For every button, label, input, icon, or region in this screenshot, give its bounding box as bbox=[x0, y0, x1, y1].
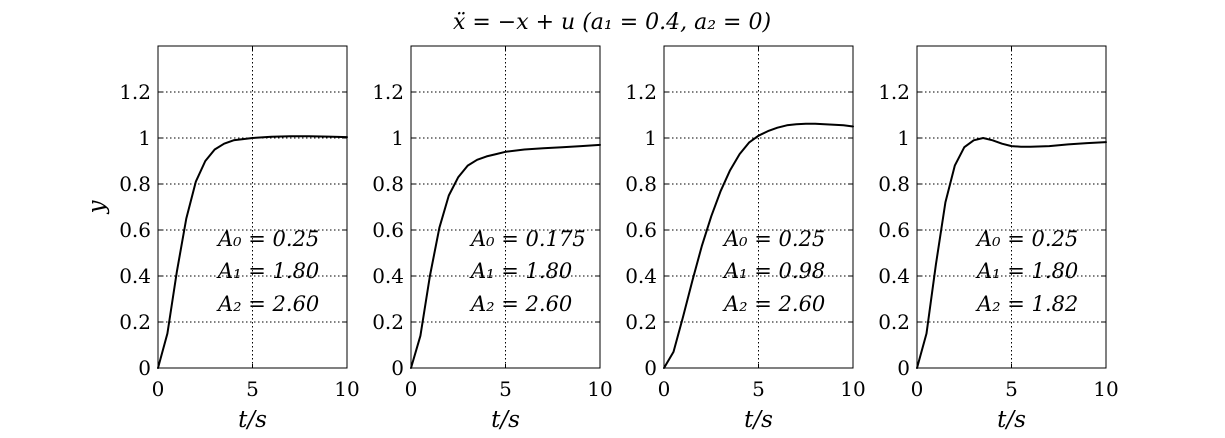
response-curve bbox=[410, 143, 601, 369]
y-tick-label: 0.8 bbox=[372, 172, 404, 196]
y-tick-label: 0 bbox=[897, 356, 910, 380]
x-tick-label: 0 bbox=[658, 377, 671, 401]
x-tick-label: 10 bbox=[840, 377, 865, 401]
x-tick-label: 0 bbox=[405, 377, 418, 401]
annotation-0: A₀ = 0.25 bbox=[216, 227, 319, 251]
x-axis-label: t/s bbox=[238, 407, 267, 433]
annotation-0: A₀ = 0.175 bbox=[469, 227, 586, 251]
annotation-2: A₂ = 2.60 bbox=[469, 292, 572, 316]
annotation-2: A₂ = 2.60 bbox=[216, 292, 319, 316]
y-tick-label: 0.8 bbox=[878, 172, 910, 196]
y-tick-label: 0.2 bbox=[625, 310, 657, 334]
x-axis-label: t/s bbox=[744, 407, 773, 433]
response-curve bbox=[663, 122, 854, 369]
y-tick-label: 1.2 bbox=[878, 80, 910, 104]
y-tick-label: 1.2 bbox=[372, 80, 404, 104]
y-tick-label: 0.6 bbox=[625, 218, 657, 242]
y-tick-label: 1.2 bbox=[625, 80, 657, 104]
y-tick-label: 0 bbox=[391, 356, 404, 380]
y-tick-label: 1 bbox=[138, 126, 151, 150]
x-axis-label: t/s bbox=[491, 407, 520, 433]
y-tick-label: 0.6 bbox=[878, 218, 910, 242]
annotation-1: A₁ = 1.80 bbox=[469, 259, 572, 283]
annotation-0: A₀ = 0.25 bbox=[722, 227, 825, 251]
x-tick-label: 5 bbox=[752, 377, 765, 401]
annotation-2: A₂ = 2.60 bbox=[722, 292, 825, 316]
x-tick-label: 10 bbox=[587, 377, 612, 401]
annotation-0: A₀ = 0.25 bbox=[975, 227, 1078, 251]
subplot-1: 0 0.2 0.4 0.6 0.8 1 1.2 0 5 10 t/s y A₀ = 0.25 A₁ = 1… bbox=[84, 45, 360, 433]
subplot-4: 0 0.2 0.4 0.6 0.8 1 1.2 0 5 10 t/s A₀ = 0.25 A₁ = 1.… bbox=[878, 45, 1119, 433]
subplot-2: 0 0.2 0.4 0.6 0.8 1 1.2 0 5 10 t/s A₀ = 0.175 A₁ = 1… bbox=[372, 45, 613, 433]
y-tick-label: 0.4 bbox=[372, 264, 404, 288]
figure-title: ẍ = −x + u (a₁ = 0.4, a₂ = 0) bbox=[453, 10, 771, 35]
annotation-1: A₁ = 0.98 bbox=[722, 259, 825, 283]
y-tick-label: 1 bbox=[644, 126, 657, 150]
y-tick-label: 1 bbox=[897, 126, 910, 150]
annotation-2: A₂ = 1.82 bbox=[975, 292, 1078, 316]
x-axis-label: t/s bbox=[997, 407, 1026, 433]
y-tick-label: 0.8 bbox=[625, 172, 657, 196]
x-tick-label: 10 bbox=[1093, 377, 1118, 401]
x-tick-label: 0 bbox=[911, 377, 924, 401]
x-tick-label: 5 bbox=[499, 377, 512, 401]
y-tick-label: 0.6 bbox=[372, 218, 404, 242]
subplot-3: 0 0.2 0.4 0.6 0.8 1 1.2 0 5 10 t/s A₀ = 0.25 A₁ = 0.… bbox=[625, 45, 866, 433]
x-tick-label: 5 bbox=[246, 377, 259, 401]
x-tick-label: 5 bbox=[1005, 377, 1018, 401]
y-tick-label: 0.4 bbox=[119, 264, 151, 288]
y-tick-label: 1.2 bbox=[119, 80, 151, 104]
y-tick-label: 1 bbox=[391, 126, 404, 150]
annotation-1: A₁ = 1.80 bbox=[216, 259, 319, 283]
x-tick-label: 0 bbox=[152, 377, 165, 401]
y-tick-label: 0.8 bbox=[119, 172, 151, 196]
y-tick-label: 0.2 bbox=[119, 310, 151, 334]
response-curve bbox=[157, 135, 348, 369]
y-tick-label: 0.2 bbox=[372, 310, 404, 334]
response-curve bbox=[916, 137, 1107, 369]
y-tick-label: 0.4 bbox=[878, 264, 910, 288]
annotation-1: A₁ = 1.80 bbox=[975, 259, 1078, 283]
y-tick-label: 0.4 bbox=[625, 264, 657, 288]
x-tick-label: 10 bbox=[334, 377, 359, 401]
y-tick-label: 0 bbox=[644, 356, 657, 380]
y-tick-label: 0.2 bbox=[878, 310, 910, 334]
y-tick-label: 0.6 bbox=[119, 218, 151, 242]
y-tick-label: 0 bbox=[138, 356, 151, 380]
y-axis-label: y bbox=[84, 200, 110, 215]
